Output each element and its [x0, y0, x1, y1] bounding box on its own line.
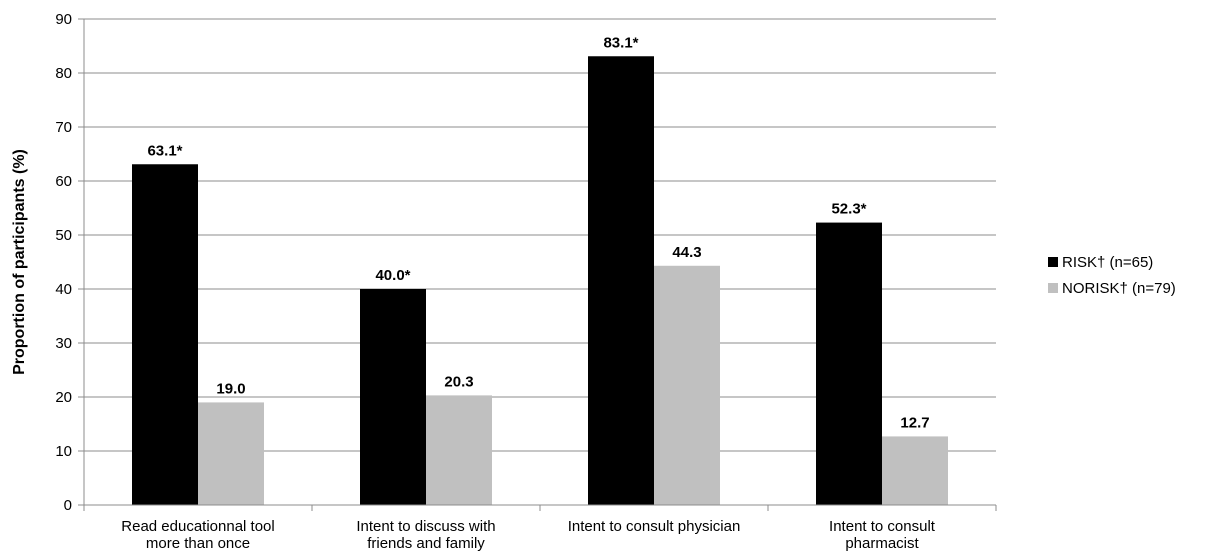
y-tick-label: 30: [55, 335, 72, 352]
bar-norisk: [882, 436, 948, 505]
bar-risk: [132, 164, 198, 505]
bar-risk: [816, 222, 882, 505]
x-tick-label: Intent to consult: [829, 518, 936, 535]
y-tick-label: 0: [64, 497, 72, 514]
data-label: 19.0: [216, 380, 245, 397]
bar-risk: [360, 289, 426, 505]
axes: 0 10 20 30 40 50 60 70 80 90 Read educationnal too…: [55, 11, 997, 552]
y-tick-label: 80: [55, 65, 72, 82]
y-tick-label: 60: [55, 173, 72, 190]
y-tick-label: 10: [55, 443, 72, 460]
legend: RISK† (n=65) NORISK† (n=79): [1048, 254, 1176, 297]
x-tick-label: friends and family: [367, 535, 485, 552]
data-label: 44.3: [672, 244, 701, 261]
x-tick-label: Intent to discuss with: [356, 518, 495, 535]
legend-label: RISK† (n=65): [1062, 254, 1153, 271]
data-label: 83.1*: [603, 34, 638, 51]
legend-swatch: [1048, 257, 1058, 267]
y-tick-label: 70: [55, 119, 72, 136]
legend-swatch: [1048, 283, 1058, 293]
bar-norisk: [426, 395, 492, 505]
y-tick-label: 50: [55, 227, 72, 244]
legend-label: NORISK† (n=79): [1062, 280, 1176, 297]
value-labels: 63.1* 19.0 40.0* 20.3 83.1* 44.3 52.3* 12.7: [147, 34, 929, 431]
data-label: 20.3: [444, 373, 473, 390]
data-label: 52.3*: [831, 201, 866, 218]
y-axis-label: Proportion of participants (%): [11, 149, 28, 375]
bar-norisk: [654, 265, 720, 505]
y-tick-label: 90: [55, 11, 72, 28]
x-tick-label: Read educationnal tool: [121, 518, 274, 535]
bar-risk: [588, 56, 654, 505]
y-tick-label: 20: [55, 389, 72, 406]
data-label: 63.1*: [147, 142, 182, 159]
data-label: 40.0*: [375, 267, 410, 284]
x-tick-label: more than once: [146, 535, 250, 552]
bars: [132, 56, 948, 505]
x-tick-label: pharmacist: [845, 535, 919, 552]
data-label: 12.7: [900, 414, 929, 431]
bar-norisk: [198, 402, 264, 505]
x-tick-label: Intent to consult physician: [568, 518, 741, 535]
y-tick-label: 40: [55, 281, 72, 298]
gridlines: [84, 18, 996, 452]
